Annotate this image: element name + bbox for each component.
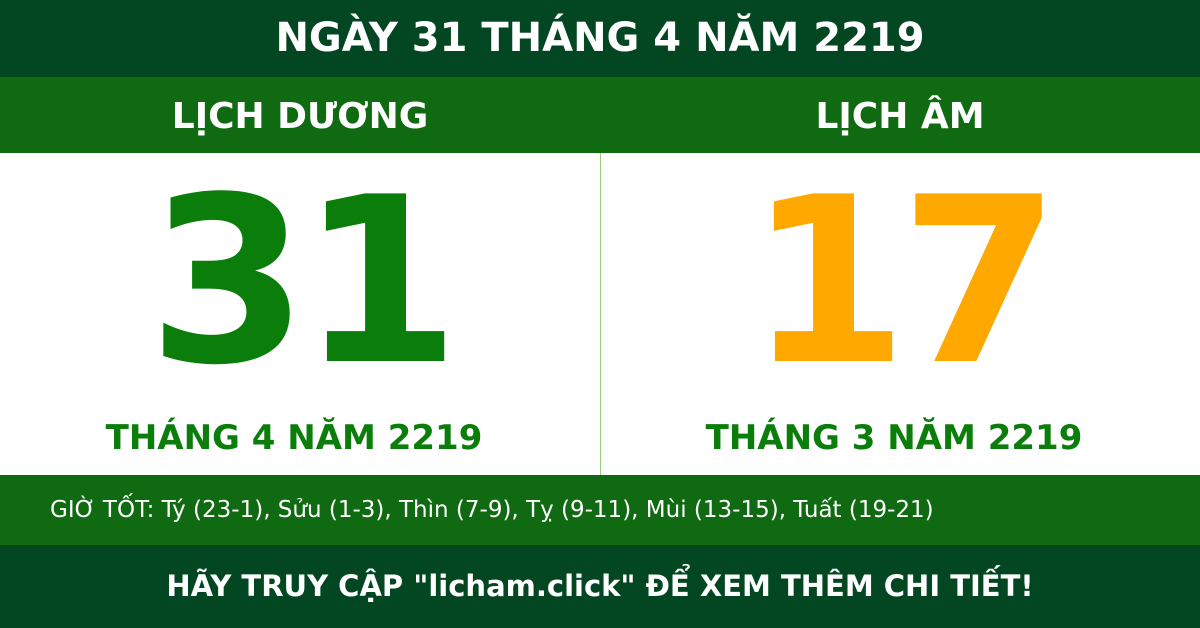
solar-panel: 31 THÁNG 4 NĂM 2219 [0, 153, 600, 475]
divider [600, 153, 601, 475]
lunar-month-year: THÁNG 3 NĂM 2219 [705, 418, 1083, 458]
good-hours: GIỜ TỐT: Tý (23-1), Sửu (1-3), Thìn (7-9… [0, 475, 1200, 545]
solar-day: 31 [147, 149, 460, 416]
solar-label: LỊCH DƯƠNG [171, 96, 429, 137]
lunar-label: LỊCH ÂM [815, 96, 985, 137]
lunar-panel: 17 THÁNG 3 NĂM 2219 [600, 153, 1200, 475]
solar-month-year: THÁNG 4 NĂM 2219 [105, 418, 483, 458]
footer-cta: HÃY TRUY CẬP "licham.click" ĐỂ XEM THÊM … [0, 545, 1200, 628]
column-headers: LỊCH DƯƠNG LỊCH ÂM [0, 77, 1200, 153]
page-title: NGÀY 31 THÁNG 4 NĂM 2219 [0, 0, 1200, 77]
lunar-day: 17 [747, 149, 1060, 416]
